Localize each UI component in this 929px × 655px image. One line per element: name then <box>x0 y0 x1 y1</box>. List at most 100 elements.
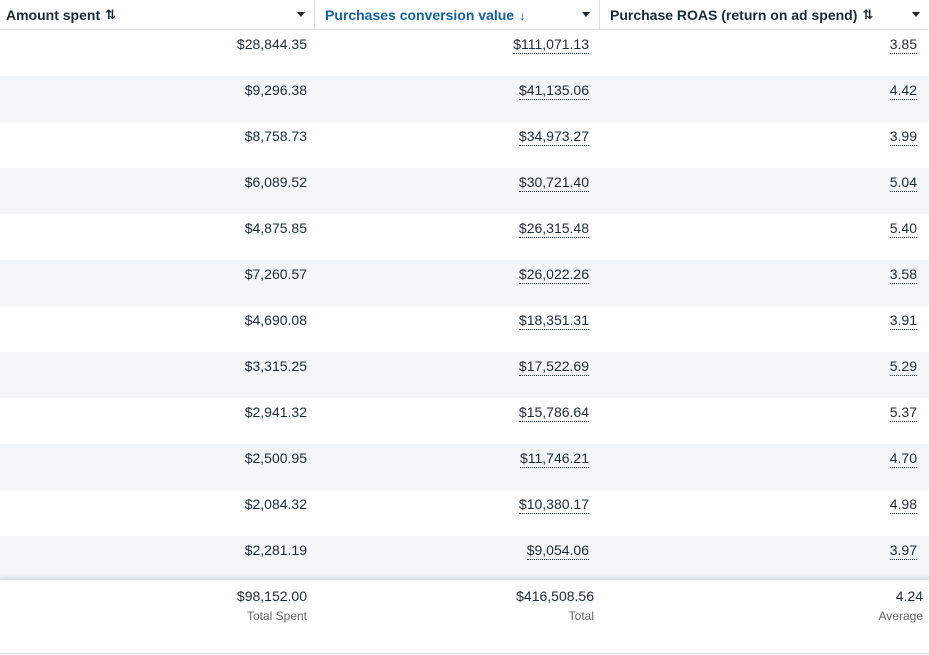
totals-row: $98,152.00 Total Spent $416,508.56 Total… <box>0 578 929 654</box>
total-spent-value: $98,152.00 <box>236 588 307 604</box>
amount-spent-cell: $2,281.19 <box>0 536 315 582</box>
amount-spent-cell: $3,315.25 <box>0 352 315 398</box>
roas-cell: 4.42 <box>600 76 929 122</box>
column-header-purchase-roas[interactable]: Purchase ROAS (return on ad spend) ⇅ <box>600 0 929 30</box>
amount-spent-value: $2,500.95 <box>244 450 307 466</box>
total-spent-label: Total Spent <box>246 609 307 623</box>
conversion-value-link[interactable]: $30,721.40 <box>518 174 589 192</box>
conversion-value-cell: $41,135.06 <box>315 76 600 122</box>
conversion-value-link[interactable]: $18,351.31 <box>518 312 589 330</box>
amount-spent-value: $8,758.73 <box>244 128 307 144</box>
amount-spent-cell: $2,084.32 <box>0 490 315 536</box>
conversion-value-cell: $111,071.13 <box>315 30 600 76</box>
roas-value-link[interactable]: 4.42 <box>889 82 917 100</box>
conversion-value-cell: $18,351.31 <box>315 306 600 352</box>
table-row: $8,758.73 $34,973.27 3.99 <box>0 122 929 168</box>
conversion-value-link[interactable]: $26,315.48 <box>518 220 589 238</box>
conversion-value-cell: $10,380.17 <box>315 490 600 536</box>
roas-value-link[interactable]: 5.40 <box>889 220 917 238</box>
chevron-down-icon[interactable] <box>582 12 590 17</box>
table-row: $9,296.38 $41,135.06 4.42 <box>0 76 929 122</box>
table-row: $4,875.85 $26,315.48 5.40 <box>0 214 929 260</box>
conversion-value-cell: $26,315.48 <box>315 214 600 260</box>
table-row: $2,500.95 $11,746.21 4.70 <box>0 444 929 490</box>
amount-spent-value: $7,260.57 <box>244 266 307 282</box>
amount-spent-cell: $6,089.52 <box>0 168 315 214</box>
amount-spent-cell: $4,690.08 <box>0 306 315 352</box>
amount-spent-value: $2,281.19 <box>244 542 307 558</box>
amount-spent-cell: $2,500.95 <box>0 444 315 490</box>
roas-value-link[interactable]: 5.04 <box>889 174 917 192</box>
amount-spent-value: $6,089.52 <box>244 174 307 190</box>
table-header: Amount spent ⇅ Purchases conversion valu… <box>0 0 929 30</box>
conversion-value-link[interactable]: $111,071.13 <box>513 36 589 54</box>
roas-cell: 4.70 <box>600 444 929 490</box>
sort-both-icon[interactable]: ⇅ <box>105 7 117 22</box>
amount-spent-value: $4,875.85 <box>244 220 307 236</box>
amount-spent-cell: $9,296.38 <box>0 76 315 122</box>
table-row: $2,281.19 $9,054.06 3.97 <box>0 536 929 582</box>
conversion-value-cell: $17,522.69 <box>315 352 600 398</box>
average-roas-label: Average <box>878 609 923 623</box>
average-roas-value: 4.24 <box>895 588 923 604</box>
conversion-value-link[interactable]: $34,973.27 <box>518 128 589 146</box>
column-header-label: Purchases conversion value <box>325 7 515 23</box>
roas-cell: 3.91 <box>600 306 929 352</box>
conversion-value-cell: $11,746.21 <box>315 444 600 490</box>
conversion-value-link[interactable]: $10,380.17 <box>518 496 589 514</box>
conversion-value-cell: $15,786.64 <box>315 398 600 444</box>
roas-cell: 5.40 <box>600 214 929 260</box>
conversion-value-link[interactable]: $15,786.64 <box>518 404 589 422</box>
column-header-label: Amount spent <box>6 7 101 23</box>
amount-spent-cell: $7,260.57 <box>0 260 315 306</box>
amount-spent-value: $2,084.32 <box>244 496 307 512</box>
amount-spent-cell: $4,875.85 <box>0 214 315 260</box>
roas-cell: 3.58 <box>600 260 929 306</box>
amount-spent-value: $9,296.38 <box>244 82 307 98</box>
table-row: $6,089.52 $30,721.40 5.04 <box>0 168 929 214</box>
conversion-value-link[interactable]: $9,054.06 <box>526 542 589 560</box>
roas-cell: 5.29 <box>600 352 929 398</box>
column-header-amount-spent[interactable]: Amount spent ⇅ <box>0 0 315 30</box>
conversion-value-link[interactable]: $17,522.69 <box>518 358 589 376</box>
table-row: $2,084.32 $10,380.17 4.98 <box>0 490 929 536</box>
sort-both-icon[interactable]: ⇅ <box>862 7 874 22</box>
roas-value-link[interactable]: 3.99 <box>889 128 917 146</box>
amount-spent-cell: $28,844.35 <box>0 30 315 76</box>
roas-value-link[interactable]: 4.70 <box>889 450 917 468</box>
conversion-value-link[interactable]: $26,022.26 <box>518 266 589 284</box>
conversion-value-cell: $34,973.27 <box>315 122 600 168</box>
conversion-value-cell: $9,054.06 <box>315 536 600 582</box>
sort-down-icon[interactable]: ↓ <box>519 7 526 23</box>
roas-cell: 5.04 <box>600 168 929 214</box>
amount-spent-cell: $2,941.32 <box>0 398 315 444</box>
roas-value-link[interactable]: 3.91 <box>889 312 917 330</box>
amount-spent-value: $2,941.32 <box>244 404 307 420</box>
roas-cell: 3.99 <box>600 122 929 168</box>
roas-cell: 5.37 <box>600 398 929 444</box>
roas-value-link[interactable]: 4.98 <box>889 496 917 514</box>
chevron-down-icon[interactable] <box>297 12 305 17</box>
roas-value-link[interactable]: 3.97 <box>889 542 917 560</box>
roas-value-link[interactable]: 3.85 <box>889 36 917 54</box>
column-header-purchases-conversion-value[interactable]: Purchases conversion value ↓ <box>315 0 600 30</box>
average-roas-cell: 4.24 Average <box>600 580 929 653</box>
total-value-cell: $416,508.56 Total <box>315 580 600 653</box>
table-row: $28,844.35 $111,071.13 3.85 <box>0 30 929 76</box>
roas-cell: 3.97 <box>600 536 929 582</box>
table-body: $28,844.35 $111,071.13 3.85 $9,296.38 $41,13… <box>0 30 929 582</box>
table-row: $7,260.57 $26,022.26 3.58 <box>0 260 929 306</box>
conversion-value-cell: $30,721.40 <box>315 168 600 214</box>
roas-value-link[interactable]: 5.37 <box>889 404 917 422</box>
conversion-value-link[interactable]: $11,746.21 <box>519 450 589 468</box>
amount-spent-value: $3,315.25 <box>244 358 307 374</box>
column-header-label: Purchase ROAS (return on ad spend) <box>610 7 858 23</box>
table-row: $2,941.32 $15,786.64 5.37 <box>0 398 929 444</box>
total-value-value: $416,508.56 <box>516 588 594 604</box>
roas-value-link[interactable]: 5.29 <box>889 358 917 376</box>
table-row: $4,690.08 $18,351.31 3.91 <box>0 306 929 352</box>
conversion-value-link[interactable]: $41,135.06 <box>518 82 589 100</box>
roas-value-link[interactable]: 3.58 <box>889 266 917 284</box>
table-row: $3,315.25 $17,522.69 5.29 <box>0 352 929 398</box>
chevron-down-icon[interactable] <box>912 12 920 17</box>
